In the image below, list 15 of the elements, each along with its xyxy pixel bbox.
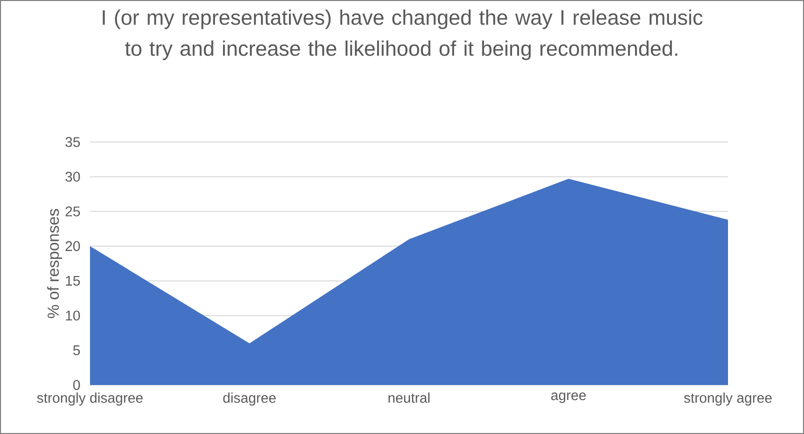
y-tick-label: 5 [73, 345, 80, 356]
x-tick-label: strongly agree [684, 392, 772, 406]
y-tick-label: 35 [65, 137, 80, 147]
y-axis-title: % of responses [47, 208, 62, 318]
chart-title: I (or my representatives) have changed the way I release music to try and increase the likelihood of it being recommended. [102, 10, 703, 60]
y-tick-label: 30 [65, 172, 80, 182]
x-tick-label: agree [551, 392, 586, 403]
x-tick-label: strongly disagree [37, 392, 143, 406]
x-tick-label: disagree [223, 392, 276, 406]
y-tick-label: 25 [66, 206, 80, 216]
y-tick-label: 0 [73, 380, 80, 390]
y-tick-label: 10 [66, 310, 80, 321]
y-tick-label: 20 [66, 241, 80, 252]
x-tick-label: neutral [388, 392, 430, 403]
y-tick-label: 15 [66, 276, 80, 286]
